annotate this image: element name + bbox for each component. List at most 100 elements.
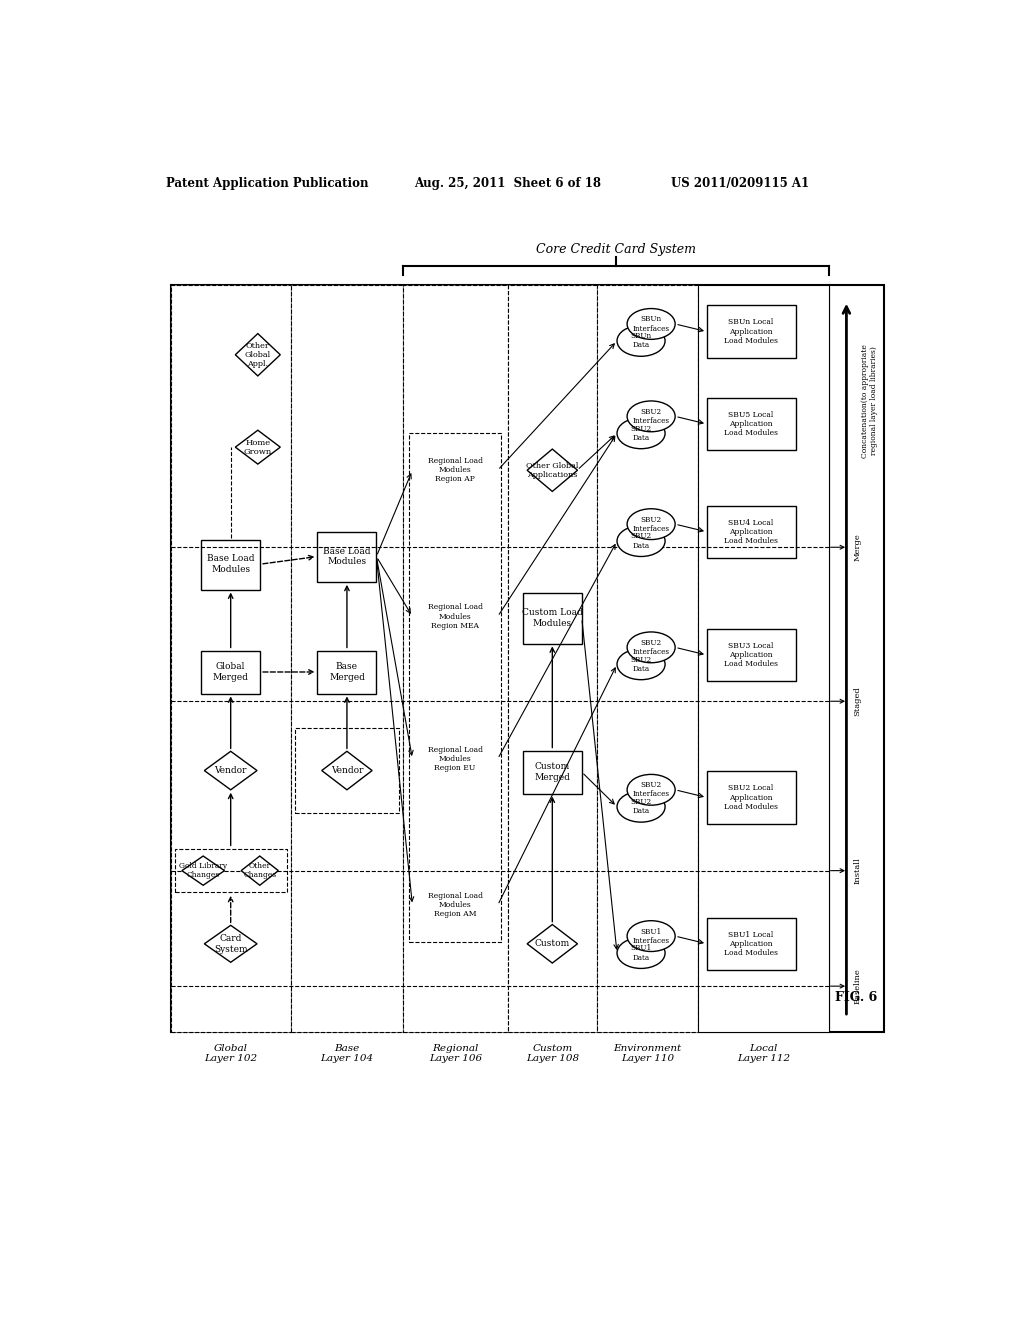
Text: Base Load
Modules: Base Load Modules: [324, 546, 371, 566]
Text: Regional Load
Modules
Region AM: Regional Load Modules Region AM: [428, 892, 482, 919]
Bar: [403, 285, 508, 1032]
Text: Global
Merged: Global Merged: [213, 663, 249, 681]
Ellipse shape: [627, 401, 675, 432]
Ellipse shape: [627, 632, 675, 663]
Text: SBU2
Interfaces: SBU2 Interfaces: [633, 408, 670, 425]
Text: Regional Load
Modules
Region EU: Regional Load Modules Region EU: [428, 746, 482, 772]
Text: Other
Changes: Other Changes: [243, 862, 276, 879]
Bar: [508, 285, 597, 1032]
Polygon shape: [322, 751, 372, 789]
Text: SBUn Local
Application
Load Modules: SBUn Local Application Load Modules: [724, 318, 778, 345]
Polygon shape: [527, 449, 578, 491]
Bar: [317, 532, 377, 582]
Text: SBU4 Local
Application
Load Modules: SBU4 Local Application Load Modules: [724, 519, 778, 545]
Bar: [174, 849, 287, 892]
Polygon shape: [205, 925, 257, 962]
Text: Regional Load
Modules
Region MEA: Regional Load Modules Region MEA: [428, 603, 482, 630]
Bar: [829, 285, 884, 1032]
Text: FIG. 6: FIG. 6: [836, 991, 878, 1005]
Bar: [291, 285, 403, 1032]
Text: Home
Grown: Home Grown: [244, 438, 272, 455]
Polygon shape: [236, 430, 281, 465]
Bar: [707, 917, 796, 970]
Bar: [295, 729, 399, 813]
Text: Regional
Layer 106: Regional Layer 106: [429, 1044, 482, 1064]
Bar: [523, 594, 582, 644]
Bar: [707, 771, 796, 824]
Text: SBUn
Interfaces: SBUn Interfaces: [633, 315, 670, 333]
Text: Card
System: Card System: [214, 935, 248, 953]
Ellipse shape: [627, 508, 675, 540]
Bar: [413, 440, 498, 502]
Bar: [413, 586, 498, 647]
Ellipse shape: [617, 649, 665, 680]
Text: SBU1
Data: SBU1 Data: [631, 944, 651, 962]
Text: SBU5 Local
Application
Load Modules: SBU5 Local Application Load Modules: [724, 411, 778, 437]
Text: SBU1 Local
Application
Load Modules: SBU1 Local Application Load Modules: [724, 931, 778, 957]
Ellipse shape: [617, 792, 665, 822]
Text: SBU1
Interfaces: SBU1 Interfaces: [633, 928, 670, 945]
Text: Custom: Custom: [535, 940, 570, 948]
Text: Baseline: Baseline: [853, 969, 861, 1005]
Text: Install: Install: [853, 857, 861, 884]
Text: SBU2
Data: SBU2 Data: [631, 656, 651, 673]
Text: Gold Library
Changes: Gold Library Changes: [179, 862, 227, 879]
Text: Other Global
Applications: Other Global Applications: [526, 462, 579, 479]
Text: Environment
Layer 110: Environment Layer 110: [613, 1044, 681, 1064]
Text: SBU3 Local
Application
Load Modules: SBU3 Local Application Load Modules: [724, 642, 778, 668]
Ellipse shape: [627, 309, 675, 339]
Bar: [523, 751, 582, 793]
Ellipse shape: [627, 775, 675, 805]
Text: Vendor: Vendor: [331, 766, 364, 775]
Text: Vendor: Vendor: [214, 766, 247, 775]
Text: Patent Application Publication: Patent Application Publication: [166, 177, 369, 190]
Bar: [707, 305, 796, 358]
Text: SBU2
Interfaces: SBU2 Interfaces: [633, 781, 670, 799]
Ellipse shape: [617, 937, 665, 969]
Polygon shape: [241, 857, 279, 886]
Bar: [317, 651, 377, 693]
Text: Other
Global
Appl.: Other Global Appl.: [245, 342, 271, 368]
Text: Regional Load
Modules
Region AP: Regional Load Modules Region AP: [428, 457, 482, 483]
Bar: [171, 285, 291, 1032]
Ellipse shape: [617, 418, 665, 449]
Text: SBU2
Interfaces: SBU2 Interfaces: [633, 639, 670, 656]
Bar: [410, 433, 501, 942]
Text: Core Credit Card System: Core Credit Card System: [537, 243, 696, 256]
Text: Staged: Staged: [853, 686, 861, 717]
Bar: [413, 874, 498, 936]
Text: Custom
Layer 108: Custom Layer 108: [525, 1044, 579, 1064]
Ellipse shape: [617, 326, 665, 356]
Polygon shape: [205, 751, 257, 789]
Text: Base
Layer 104: Base Layer 104: [321, 1044, 374, 1064]
Bar: [707, 628, 796, 681]
Bar: [597, 285, 697, 1032]
Bar: [707, 506, 796, 558]
Bar: [202, 540, 260, 590]
Text: SBU2
Data: SBU2 Data: [631, 532, 651, 549]
Bar: [171, 285, 829, 1032]
Text: Custom Load
Modules: Custom Load Modules: [522, 609, 583, 628]
Text: Local
Layer 112: Local Layer 112: [737, 1044, 791, 1064]
Text: Custom
Merged: Custom Merged: [535, 763, 570, 781]
Text: SBUn
Data: SBUn Data: [631, 333, 651, 350]
Polygon shape: [182, 857, 224, 886]
Bar: [413, 729, 498, 789]
Text: Aug. 25, 2011  Sheet 6 of 18: Aug. 25, 2011 Sheet 6 of 18: [415, 177, 601, 190]
Text: Global
Layer 102: Global Layer 102: [204, 1044, 257, 1064]
Bar: [707, 397, 796, 450]
Text: SBU2
Interfaces: SBU2 Interfaces: [633, 516, 670, 533]
Polygon shape: [527, 924, 578, 964]
Text: US 2011/0209115 A1: US 2011/0209115 A1: [671, 177, 809, 190]
Text: Base Load
Modules: Base Load Modules: [207, 554, 254, 574]
Bar: [697, 285, 829, 1032]
Text: SBU2
Data: SBU2 Data: [631, 425, 651, 442]
Bar: [202, 651, 260, 693]
Text: SBU2 Local
Application
Load Modules: SBU2 Local Application Load Modules: [724, 784, 778, 810]
Text: Merge: Merge: [853, 533, 861, 561]
Ellipse shape: [627, 921, 675, 952]
Polygon shape: [236, 334, 281, 376]
Ellipse shape: [617, 525, 665, 557]
Text: SBU2
Data: SBU2 Data: [631, 799, 651, 816]
Text: Concatenation(to appropriate
regional layer load libraries): Concatenation(to appropriate regional la…: [861, 345, 879, 458]
